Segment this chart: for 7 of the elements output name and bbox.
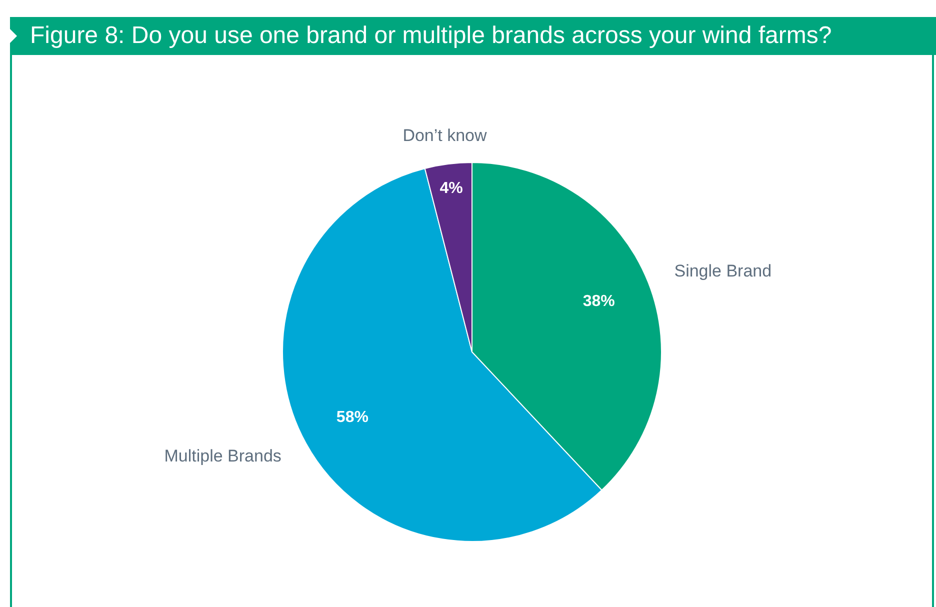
data-label: 58% xyxy=(336,409,368,426)
data-label: 4% xyxy=(440,180,463,197)
data-label: 38% xyxy=(582,293,615,310)
slice-label: Single Brand xyxy=(674,262,772,281)
slice-label: Multiple Brands xyxy=(164,446,282,466)
chart-title: Figure 8: Do you use one brand or multiple brands across your wind farms? xyxy=(10,17,936,55)
slice-label: Don’t know xyxy=(402,126,488,145)
